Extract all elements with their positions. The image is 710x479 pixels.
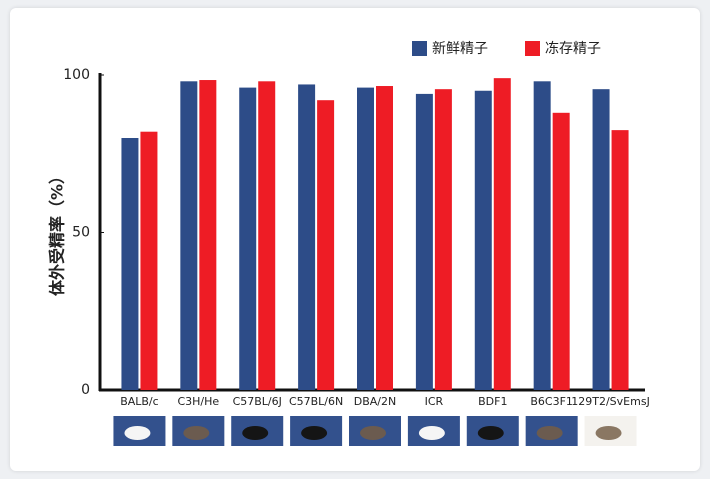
bar [376,86,393,391]
bar [239,87,257,390]
x-tick-label: C57BL/6N [289,395,343,408]
bar [611,130,629,390]
legend-label: 冻存精子 [545,40,601,57]
mouse-photo-body [536,426,563,440]
bar [434,89,452,391]
x-tick-label: C3H/He [177,395,219,408]
bar [592,89,610,391]
mouse-photo-body [242,426,269,440]
x-tick-label: BDF1 [478,395,507,408]
bar [298,84,316,390]
bar [121,138,139,390]
y-tick-label: 50 [72,225,90,241]
x-tick-label: C57BL/6J [233,395,282,408]
mouse-photo-body [595,426,622,440]
mouse-photo-body [301,426,328,440]
bar [415,93,433,391]
mouse-photo-body [360,426,386,440]
mouse-photo-body [418,426,445,440]
x-tick-label: B6C3F1 [530,395,573,408]
y-axis-label: 体外受精率（%） [48,168,67,296]
bar [533,81,551,391]
bar [357,87,374,390]
legend-swatch [412,41,427,56]
bar [180,81,198,391]
mouse-photo-body [124,426,151,440]
x-tick-label: DBA/2N [354,395,396,408]
x-tick-label: ICR [425,395,444,408]
bar [474,90,492,390]
legend-label: 新鲜精子 [432,41,488,57]
x-tick-label: BALB/c [120,395,159,408]
bar [552,112,570,391]
bar [140,131,158,390]
y-tick-label: 0 [81,382,90,398]
legend-swatch [525,41,540,56]
bar [258,81,276,391]
mouse-photo-body [183,426,210,440]
bar [317,100,335,390]
bar [199,80,217,390]
mouse-photo-body [477,426,504,440]
bar [493,78,511,391]
y-tick-label: 100 [63,67,90,83]
x-tick-label: 129T2/SvEmsJ [571,395,650,408]
